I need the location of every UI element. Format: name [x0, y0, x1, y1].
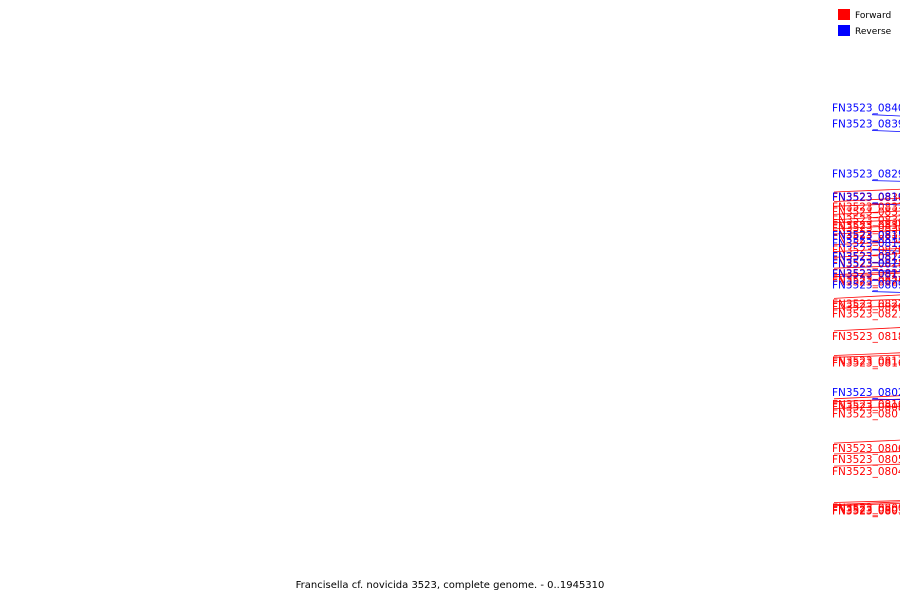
- genome-caption: Francisella cf. novicida 3523, complete …: [296, 580, 605, 591]
- gene-label: FN3523_0836: [832, 192, 900, 204]
- gene-label: FN3523_0802: [832, 387, 900, 399]
- gene-label: FN3523_0807: [832, 409, 900, 421]
- gene-label: FN3523_0839: [832, 119, 900, 131]
- gene-leader-line: [833, 188, 900, 193]
- gene-label: FN3523_0827: [832, 252, 900, 264]
- gene-label: FN3523_0810: [832, 399, 900, 411]
- gene-label: FN3523_0804: [832, 466, 900, 478]
- gene-label: FN3523_0830: [832, 223, 900, 235]
- gene-label: FN3523_0808: [832, 402, 900, 414]
- gene-label: FN3523_0832: [832, 234, 900, 246]
- gene-label: FN3523_0809: [832, 280, 900, 292]
- gene-label: FN3523_0822: [832, 298, 900, 310]
- legend-reverse-label: Reverse: [855, 27, 892, 37]
- gene-label: FN3523_0821: [832, 309, 900, 321]
- legend-reverse-swatch: [838, 25, 850, 36]
- gene-label: FN3523_0803: [832, 505, 900, 517]
- gene-label: FN3523_0824: [832, 275, 900, 287]
- gene-label: FN3523_0817: [832, 356, 900, 368]
- gene-label: FN3523_0829: [832, 169, 900, 181]
- legend: Forward Reverse: [838, 9, 892, 37]
- gene-label: FN3523_0833: [832, 206, 900, 218]
- gene-label: FN3523_0811: [832, 259, 900, 271]
- gene-label: FN3523_0801: [832, 506, 900, 518]
- gene-label: FN3523_0828: [832, 257, 900, 269]
- gene-label: FN3523_0840: [832, 103, 900, 115]
- legend-forward-swatch: [838, 9, 850, 20]
- gene-label: FN3523_0800: [832, 503, 900, 515]
- legend-forward-label: Forward: [855, 11, 891, 21]
- gene-label: FN3523_0806: [832, 443, 900, 455]
- gene-label: FN3523_0825: [832, 277, 900, 289]
- gene-label: FN3523_0805: [832, 454, 900, 466]
- gene-label: FN3523_0834: [832, 214, 900, 226]
- gene-label: FN3523_0826: [832, 245, 900, 257]
- gene-label: FN3523_0815: [832, 230, 900, 242]
- gene-label: FN3523_0831: [832, 229, 900, 241]
- gene-label: FN3523_0837: [832, 202, 900, 214]
- gene-label: FN3523_0812: [832, 238, 900, 250]
- gene-label: FN3523_0823: [832, 268, 900, 280]
- gene-label: FN3523_0816: [832, 357, 900, 369]
- gene-label: FN3523_0818: [832, 331, 900, 343]
- gene-label: FN3523_0813: [832, 268, 900, 280]
- gene-label: FN3523_0820: [832, 302, 900, 314]
- gene-label: FN3523_0819: [832, 192, 900, 204]
- gene-label: FN3523_0835: [832, 220, 900, 232]
- gene-label: FN3523_0814: [832, 251, 900, 263]
- gene-leader-line: [871, 130, 900, 132]
